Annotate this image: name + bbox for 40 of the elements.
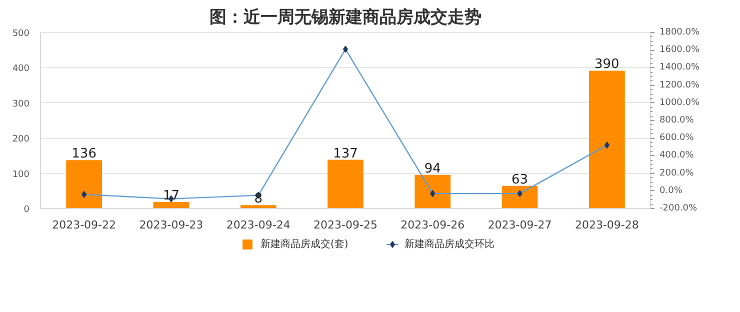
legend-label: 新建商品房成交环比 <box>404 238 494 250</box>
y2-tick-label: 1400.0% <box>660 62 700 73</box>
y2-tick-label: 0.0% <box>660 186 683 196</box>
y-tick-label: 100 <box>12 170 30 180</box>
data-label: 136 <box>72 146 96 162</box>
data-label: 390 <box>594 57 620 72</box>
bar <box>153 202 190 208</box>
x-tick-label: 2023-09-26 <box>400 218 465 232</box>
y2-tick-label: 600.0% <box>660 133 694 144</box>
y2-tick-label: 800.0% <box>660 116 694 126</box>
y-tick-label: 400 <box>12 64 30 74</box>
x-tick-label: 2023-09-22 <box>52 218 116 232</box>
y-tick-label: 200 <box>12 134 30 145</box>
bar <box>328 160 364 208</box>
y2-tick-label: 1200.0% <box>660 80 700 90</box>
y-tick-label: 0 <box>24 205 30 215</box>
x-tick-label: 2023-09-27 <box>488 218 552 232</box>
bar <box>589 70 625 208</box>
bar <box>240 205 276 208</box>
y2-tick-label: -200.0% <box>660 204 698 214</box>
bar <box>66 160 102 208</box>
data-label: 94 <box>424 161 441 176</box>
y-tick-label: 300 <box>12 99 30 110</box>
data-label: 137 <box>333 146 358 162</box>
legend-label: 新建商品房成交(套) <box>260 238 348 250</box>
y-tick-label: 500 <box>12 29 30 39</box>
bar <box>502 186 538 208</box>
x-tick-label: 2023-09-25 <box>314 218 378 232</box>
x-tick-label: 2023-09-23 <box>139 218 204 232</box>
bar <box>414 174 451 208</box>
y2-tick-label: 1600.0% <box>660 45 700 56</box>
y2-tick-label: 1800.0% <box>660 28 700 38</box>
data-label: 8 <box>254 192 263 207</box>
x-tick-label: 2023-09-28 <box>574 218 639 232</box>
y2-tick-label: 400.0% <box>660 150 694 161</box>
x-tick-label: 2023-09-24 <box>226 218 290 232</box>
data-label: 63 <box>512 172 528 188</box>
y2-tick-label: 1000.0% <box>660 98 700 108</box>
y2-tick-label: 200.0% <box>660 168 694 178</box>
chart-title: 图：近一周无锡新建商品房成交走势 <box>210 8 482 28</box>
